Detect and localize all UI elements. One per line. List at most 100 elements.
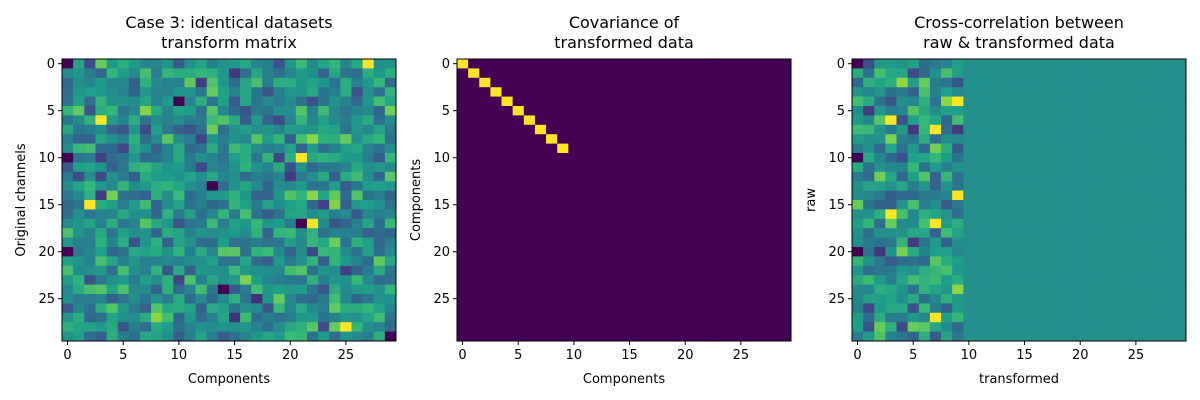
heatmap-cell	[952, 265, 964, 276]
heatmap-cell	[128, 171, 141, 182]
heatmap-cell	[251, 331, 263, 342]
heatmap-cell	[1130, 143, 1142, 154]
heatmap-cell	[1063, 96, 1076, 107]
heatmap-cell	[240, 124, 252, 135]
heatmap-cell	[768, 181, 781, 191]
heatmap-cell	[646, 134, 658, 144]
heatmap-cell	[952, 181, 964, 191]
heatmap-cell	[701, 331, 714, 342]
heatmap-cell	[907, 87, 920, 97]
heatmap-cell	[206, 59, 219, 69]
heatmap-cell	[1130, 209, 1142, 220]
heatmap-cell	[479, 275, 491, 285]
heatmap-cell	[557, 143, 569, 154]
heatmap-cell	[713, 303, 725, 314]
heatmap-cell	[779, 312, 792, 323]
heatmap-cell	[974, 153, 986, 163]
heatmap-cell	[295, 124, 308, 135]
heatmap-cell	[1174, 331, 1187, 342]
heatmap-cell	[941, 322, 953, 332]
heatmap-cell	[106, 312, 119, 323]
heatmap-cell	[1052, 77, 1064, 88]
heatmap-cell	[557, 190, 569, 201]
heatmap-cell	[546, 247, 558, 257]
heatmap-cell	[340, 181, 352, 191]
heatmap-cell	[1141, 256, 1153, 267]
heatmap-cell	[724, 322, 736, 332]
heatmap-cell	[757, 228, 770, 238]
heatmap-cell	[929, 171, 942, 182]
heatmap-cell	[690, 237, 703, 248]
heatmap-cell	[512, 294, 525, 304]
heatmap-cell	[1163, 294, 1176, 304]
heatmap-cell	[568, 106, 580, 116]
heatmap-cell	[690, 134, 703, 144]
heatmap-cell	[679, 265, 692, 276]
heatmap-cell	[523, 237, 536, 248]
heatmap-cell	[340, 237, 352, 248]
heatmap-cell	[251, 181, 263, 191]
heatmap-cell	[757, 209, 770, 220]
heatmap-cell	[612, 237, 625, 248]
heatmap-cell	[590, 87, 603, 97]
heatmap-cell	[468, 68, 480, 79]
heatmap-cell	[1141, 134, 1153, 144]
heatmap-cell	[1052, 294, 1064, 304]
heatmap-cell	[1074, 218, 1087, 229]
heatmap-cell	[996, 190, 1009, 201]
heatmap-cell	[996, 181, 1009, 191]
heatmap-cell	[874, 171, 886, 182]
heatmap-cell	[646, 247, 658, 257]
heatmap-cell	[1163, 59, 1176, 69]
heatmap-cell	[690, 190, 703, 201]
heatmap-cell	[690, 294, 703, 304]
heatmap-cell	[1085, 68, 1098, 79]
heatmap-cell	[1130, 200, 1142, 210]
heatmap-cell	[863, 162, 875, 173]
heatmap-cell	[713, 209, 725, 220]
heatmap-cell	[657, 256, 669, 267]
heatmap-cell	[1174, 322, 1187, 332]
heatmap-cell	[985, 59, 998, 69]
heatmap-cell	[1085, 275, 1098, 285]
heatmap-cell	[757, 68, 770, 79]
heatmap-cell	[635, 209, 647, 220]
heatmap-cell	[713, 331, 725, 342]
heatmap-cell	[1108, 200, 1120, 210]
heatmap-cell	[1152, 331, 1165, 342]
heatmap-cell	[240, 218, 252, 229]
heatmap-cell	[1096, 218, 1109, 229]
heatmap-cell	[746, 322, 758, 332]
heatmap-cell	[657, 228, 669, 238]
heatmap-cell	[162, 228, 174, 238]
heatmap-cell	[1108, 247, 1120, 257]
heatmap-cell	[757, 96, 770, 107]
heatmap-cell	[768, 87, 781, 97]
heatmap-cell	[1130, 134, 1142, 144]
heatmap-cell	[240, 256, 252, 267]
heatmap-cell	[139, 294, 152, 304]
heatmap-cell	[746, 162, 758, 173]
heatmap-cell	[84, 247, 96, 257]
heatmap-cell	[117, 275, 130, 285]
heatmap-cell	[117, 247, 130, 257]
heatmap-cell	[690, 256, 703, 267]
heatmap-cell	[384, 209, 397, 220]
heatmap-cell	[362, 284, 375, 295]
heatmap-cell	[512, 68, 525, 79]
x-tick-label: 0	[458, 348, 466, 363]
heatmap-cell	[501, 181, 514, 191]
heatmap-cell	[941, 134, 953, 144]
heatmap-cell	[318, 218, 330, 229]
heatmap-cell	[128, 143, 141, 154]
heatmap-cell	[612, 68, 625, 79]
x-axis-label: Components	[188, 372, 270, 387]
heatmap-cell	[724, 218, 736, 229]
heatmap-cell	[240, 171, 252, 182]
heatmap-cell	[1174, 247, 1187, 257]
heatmap-cell	[1163, 171, 1176, 182]
heatmap-cell	[1152, 218, 1165, 229]
heatmap-cell	[373, 294, 386, 304]
heatmap-cell	[206, 106, 219, 116]
heatmap-cell	[601, 96, 614, 107]
